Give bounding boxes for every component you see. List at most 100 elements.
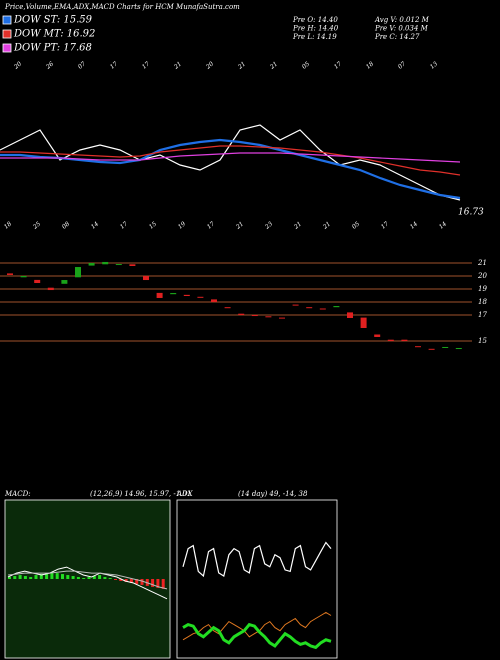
date-label: 21 (268, 60, 279, 71)
legend-label: DOW ST: 15.59 (13, 15, 93, 26)
date-label: 21 (292, 220, 303, 231)
line-series (0, 152, 461, 163)
stat: Pre V: 0.034 M (374, 25, 429, 33)
candle-body (129, 264, 136, 266)
candle-body (102, 261, 109, 265)
date-label: 13 (429, 60, 439, 70)
stat: Pre O: 14.40 (292, 16, 338, 24)
candle-body (333, 306, 340, 308)
candle-body (401, 339, 408, 341)
histogram-bar (87, 577, 91, 579)
stat: Pre C: 14.27 (374, 33, 420, 41)
y-tick-label: 19 (478, 285, 487, 293)
y-tick-label: 17 (478, 311, 487, 319)
histogram-bar (135, 579, 139, 584)
date-label: 21 (236, 60, 247, 71)
date-label: 17 (333, 60, 343, 70)
candle-body (61, 280, 68, 284)
histogram-bar (61, 574, 64, 579)
candle-body (211, 299, 217, 302)
date-label: 21 (234, 220, 245, 231)
histogram-bar (82, 578, 86, 579)
date-label: 18 (365, 60, 375, 70)
date-label: 21 (172, 60, 183, 71)
candle-body (374, 334, 381, 337)
date-label: 25 (31, 220, 42, 231)
date-label: 05 (351, 220, 361, 230)
adx-title: ADX (176, 490, 194, 498)
candle-body (415, 346, 421, 348)
legend-swatch (2, 29, 12, 39)
candle-body (360, 317, 367, 328)
histogram-bar (108, 578, 112, 579)
candle-body (47, 287, 54, 291)
candle-body (455, 348, 462, 350)
candle-body (20, 276, 27, 278)
date-label: 17 (109, 60, 119, 70)
histogram-bar (140, 579, 144, 585)
legend-swatch (2, 15, 12, 25)
candle-body (347, 312, 353, 318)
date-label: 07 (77, 60, 87, 70)
histogram-bar (161, 579, 165, 589)
line-series (0, 145, 461, 176)
candle-body (156, 292, 163, 298)
date-label: 23 (263, 220, 274, 231)
histogram-bar (124, 579, 128, 582)
candle-body (7, 273, 13, 275)
histogram-bar (129, 579, 133, 583)
candle-body (279, 317, 285, 319)
date-label: 26 (44, 60, 55, 71)
date-label: 17 (141, 60, 151, 70)
macd-params: (12,26,9) 14.96, 15.97, -1.01 (90, 490, 191, 498)
stat: Pre L: 14.19 (292, 33, 337, 41)
candle-body (75, 267, 81, 278)
y-tick-label: 18 (478, 298, 487, 306)
histogram-bar (23, 576, 27, 579)
histogram-bar (151, 579, 155, 587)
candle-body (387, 339, 394, 341)
end-label: 16.73 (458, 208, 484, 218)
stat: Pre H: 14.40 (292, 25, 339, 33)
legend-label: DOW MT: 16.92 (13, 29, 95, 40)
candle-body (224, 307, 231, 309)
line-series (182, 611, 332, 641)
legend-label: DOW PT: 17.68 (13, 43, 92, 54)
candle-body (115, 264, 122, 266)
y-tick-label: 20 (477, 272, 487, 280)
candle-body (170, 293, 177, 295)
date-label: 17 (206, 220, 216, 230)
histogram-bar (55, 573, 59, 579)
line-series (182, 622, 332, 650)
y-tick-label: 15 (478, 337, 487, 345)
date-label: 15 (148, 220, 158, 230)
date-label: 14 (409, 220, 419, 230)
date-label: 17 (380, 220, 390, 230)
date-label: 19 (177, 220, 187, 230)
histogram-bar (13, 576, 17, 579)
candle-body (88, 263, 95, 266)
histogram-bar (50, 572, 54, 579)
candle-body (238, 313, 245, 315)
date-label: 21 (321, 220, 332, 231)
histogram-bar (119, 579, 123, 581)
date-label: 14 (438, 220, 448, 230)
histogram-bar (8, 577, 11, 579)
histogram-bar (66, 575, 70, 579)
page-title: Price,Volume,EMA,ADX,MACD Charts for HCM… (4, 3, 240, 11)
stat: Avg V: 0.012 M (374, 16, 430, 24)
y-tick-label: 21 (477, 259, 487, 267)
histogram-bar (29, 577, 33, 579)
candle-body (34, 279, 41, 284)
date-label: 18 (3, 220, 13, 230)
histogram-bar (98, 575, 102, 579)
date-label: 17 (119, 220, 129, 230)
histogram-bar (39, 574, 43, 579)
candle-body (306, 307, 313, 309)
histogram-bar (18, 575, 22, 579)
candle-body (251, 315, 258, 317)
histogram-bar (45, 573, 49, 579)
histogram-bar (156, 579, 160, 588)
